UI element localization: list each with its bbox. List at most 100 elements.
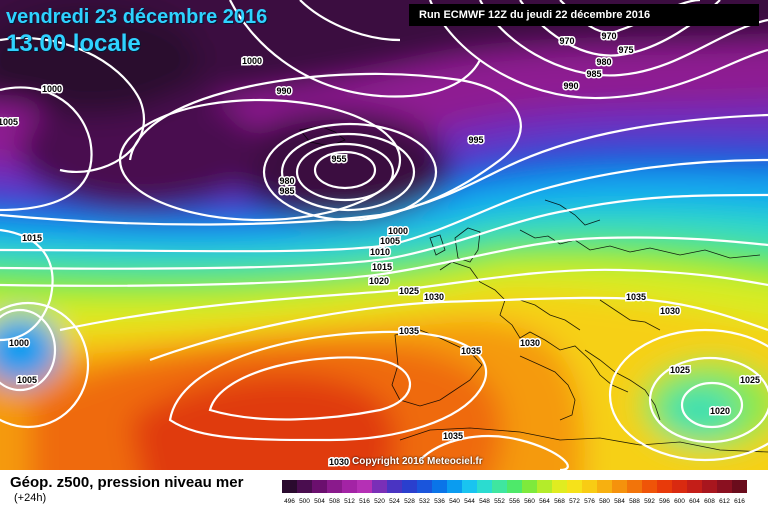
isobar-label-halo: 1000 — [42, 84, 62, 94]
isobar-label-halo: 1005 — [17, 375, 37, 385]
isobar-label: 1025 — [670, 365, 690, 375]
z500-color-field — [0, 0, 768, 470]
legend-swatch — [732, 480, 747, 493]
isobar-label-halo: 1020 — [369, 276, 389, 286]
isobar-label-halo: 1035 — [626, 292, 646, 302]
legend-tick-label: 608 — [704, 498, 715, 505]
isobar-label: 980 — [596, 57, 611, 67]
legend-swatch — [417, 480, 432, 493]
isobar-label-halo: 955 — [331, 154, 346, 164]
forecast-local-time: 13.00 locale — [6, 30, 141, 57]
isobar-label: 985 — [586, 69, 601, 79]
legend-swatch — [312, 480, 327, 493]
isobar-label: 1035 — [399, 326, 419, 336]
isobar-label-halo: 1000 — [388, 226, 408, 236]
isobar-label: 1030 — [329, 457, 349, 467]
isobar-label-halo: 995 — [468, 135, 483, 145]
isobar-label-halo: 1025 — [399, 286, 419, 296]
isobar-label-halo: 1000 — [9, 338, 29, 348]
legend-swatch — [447, 480, 462, 493]
legend-tick-label: 556 — [509, 498, 520, 505]
legend-tick-label: 496 — [284, 498, 295, 505]
legend-swatch — [702, 480, 717, 493]
isobar-label: 1015 — [372, 262, 392, 272]
isobar-label: 1020 — [710, 406, 730, 416]
legend-swatch — [342, 480, 357, 493]
isobar-label: 980 — [279, 176, 294, 186]
isobar-label: 1020 — [369, 276, 389, 286]
coastlines — [299, 125, 768, 453]
isobar-label: 1010 — [370, 247, 390, 257]
isobar-label: 1025 — [740, 375, 760, 385]
legend-swatch — [402, 480, 417, 493]
legend-tick-label: 512 — [344, 498, 355, 505]
isobar-label-halo: 990 — [276, 86, 291, 96]
isobar-label-halo: 1015 — [22, 233, 42, 243]
legend-tick-label: 564 — [539, 498, 550, 505]
isobar-label: 1035 — [626, 292, 646, 302]
isobar-label: 1000 — [242, 56, 262, 66]
legend-tick-label: 504 — [314, 498, 325, 505]
legend-tick-label: 612 — [719, 498, 730, 505]
footer-title: Géop. z500, pression niveau mer — [10, 474, 244, 491]
legend-swatch — [432, 480, 447, 493]
legend-tick-label: 540 — [449, 498, 460, 505]
isobar-label-halo: 1005 — [0, 117, 18, 127]
isobar-label-halo: 970 — [559, 36, 574, 46]
forecast-date: vendredi 23 décembre 2016 — [6, 6, 268, 28]
legend-swatch — [357, 480, 372, 493]
legend-tick-label: 552 — [494, 498, 505, 505]
isobar-label: 1025 — [399, 286, 419, 296]
legend-tick-label: 580 — [599, 498, 610, 505]
legend-tick-label: 616 — [734, 498, 745, 505]
isobar-label-halo: 980 — [596, 57, 611, 67]
isobar-label: 1015 — [22, 233, 42, 243]
legend-tick-label: 588 — [629, 498, 640, 505]
legend-swatch — [567, 480, 582, 493]
legend-tick-label: 596 — [659, 498, 670, 505]
isobar-label-halo: 1035 — [461, 346, 481, 356]
isobar-label-halo: 985 — [586, 69, 601, 79]
legend-swatch — [492, 480, 507, 493]
legend-swatch — [612, 480, 627, 493]
model-run-info: Run ECMWF 12Z du jeudi 22 décembre 2016 — [409, 4, 759, 26]
legend-tick-label: 516 — [359, 498, 370, 505]
isobar-label: 1030 — [660, 306, 680, 316]
isobar-label-halo: 990 — [563, 81, 578, 91]
legend-tick-label: 548 — [479, 498, 490, 505]
isobar-label: 1030 — [424, 292, 444, 302]
isobar-label-halo: 1020 — [710, 406, 730, 416]
isobar-label-halo: 1030 — [660, 306, 680, 316]
isobar-label-halo: 1025 — [670, 365, 690, 375]
legend-swatch — [537, 480, 552, 493]
isobar-label-halo: 1025 — [740, 375, 760, 385]
legend-swatch — [372, 480, 387, 493]
isobar-label-halo: 1030 — [329, 457, 349, 467]
isobar-label: 995 — [468, 135, 483, 145]
legend-swatch — [582, 480, 597, 493]
isobar-label: 955 — [331, 154, 346, 164]
isobar-label-halo: 975 — [618, 45, 633, 55]
legend-tick-label: 528 — [404, 498, 415, 505]
legend-swatch — [387, 480, 402, 493]
legend-tick-label: 592 — [644, 498, 655, 505]
legend-tick-label: 584 — [614, 498, 625, 505]
legend-tick-label: 572 — [569, 498, 580, 505]
isobar-label-halo: 1000 — [242, 56, 262, 66]
legend-swatch — [642, 480, 657, 493]
isobar-label: 1000 — [9, 338, 29, 348]
isobar-label: 1005 — [0, 117, 18, 127]
legend-tick-label: 600 — [674, 498, 685, 505]
isobar-label-halo: 1010 — [370, 247, 390, 257]
legend-swatch — [327, 480, 342, 493]
legend-swatch — [657, 480, 672, 493]
isobar-label: 990 — [276, 86, 291, 96]
legend-tick-label: 520 — [374, 498, 385, 505]
legend-tick-label: 532 — [419, 498, 430, 505]
isobar-label: 1030 — [520, 338, 540, 348]
legend-swatch — [477, 480, 492, 493]
isobar-label: 1000 — [42, 84, 62, 94]
isobar-label-halo: 1035 — [399, 326, 419, 336]
